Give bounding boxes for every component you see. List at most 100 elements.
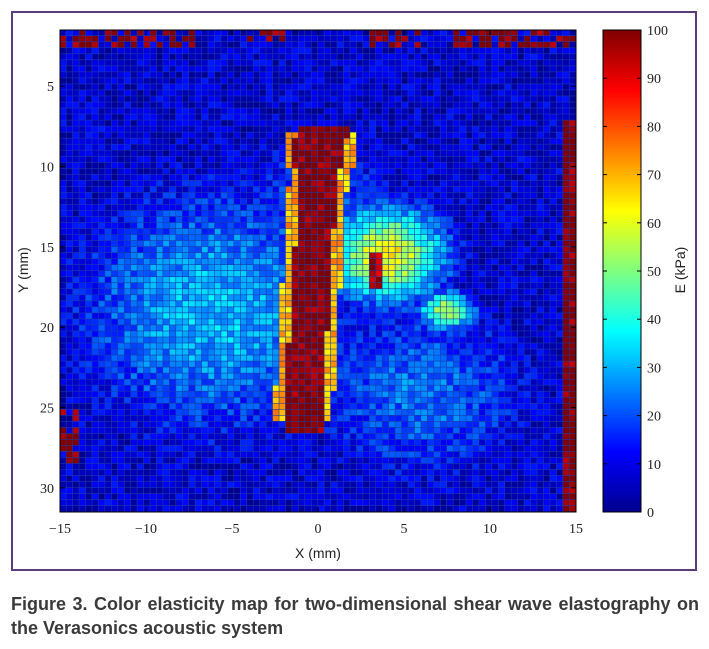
heatmap-cell — [440, 367, 447, 373]
heatmap-cell — [550, 114, 557, 120]
heatmap-cell — [337, 289, 344, 295]
heatmap-cell — [427, 54, 434, 60]
heatmap-cell — [376, 391, 382, 397]
heatmap-cell — [485, 385, 492, 391]
heatmap-cell — [363, 102, 369, 108]
heatmap-cell — [156, 403, 163, 409]
heatmap-cell — [324, 156, 331, 162]
heatmap-cell — [208, 222, 215, 229]
heatmap-cell — [569, 307, 576, 313]
heatmap-cell — [118, 301, 124, 307]
heatmap-cell — [118, 283, 124, 289]
heatmap-cell — [66, 30, 73, 36]
heatmap-cell — [234, 90, 240, 96]
heatmap-cell — [388, 295, 395, 301]
heatmap-cell — [92, 228, 99, 235]
heatmap-cell — [195, 234, 202, 241]
heatmap-cell — [318, 331, 324, 337]
heatmap-cell — [247, 271, 253, 277]
heatmap-cell — [498, 54, 505, 60]
heatmap-cell — [401, 289, 408, 295]
heatmap-cell — [408, 204, 415, 211]
heatmap-cell — [227, 204, 234, 211]
heatmap-cell — [189, 264, 195, 271]
heatmap-cell — [60, 120, 66, 126]
heatmap-cell — [124, 385, 131, 391]
heatmap-cell — [130, 126, 137, 132]
heatmap-cell — [318, 162, 324, 168]
heatmap-cell — [363, 337, 369, 343]
heatmap-cell — [524, 144, 531, 150]
heatmap-cell — [247, 361, 253, 367]
heatmap-cell — [195, 96, 202, 102]
heatmap-cell — [79, 307, 86, 313]
heatmap-cell — [92, 325, 99, 331]
heatmap-cell — [311, 331, 318, 337]
heatmap-cell — [459, 325, 466, 331]
heatmap-cell — [111, 216, 118, 223]
heatmap-cell — [408, 66, 415, 72]
heatmap-cell — [408, 313, 415, 319]
heatmap-cell — [182, 132, 189, 138]
heatmap-cell — [376, 66, 382, 72]
heatmap-cell — [240, 264, 247, 271]
heatmap-cell — [60, 216, 66, 223]
heatmap-cell — [60, 126, 66, 132]
heatmap-cell — [421, 307, 428, 313]
heatmap-cell — [124, 138, 131, 144]
heatmap-cell — [98, 252, 105, 259]
heatmap-cell — [376, 325, 382, 331]
heatmap-cell — [337, 397, 344, 403]
heatmap-cell — [324, 102, 331, 108]
heatmap-cell — [169, 204, 176, 211]
heatmap-cell — [511, 150, 518, 156]
heatmap-cell — [427, 277, 434, 283]
heatmap-cell — [556, 102, 563, 108]
heatmap-cell — [85, 373, 92, 379]
heatmap-cell — [337, 301, 344, 307]
heatmap-cell — [305, 186, 311, 193]
heatmap-cell — [72, 252, 79, 259]
heatmap-cell — [111, 343, 118, 349]
heatmap-cell — [85, 216, 92, 223]
heatmap-cell — [311, 36, 318, 42]
heatmap-cell — [414, 373, 421, 379]
heatmap-cell — [72, 283, 79, 289]
heatmap-cell — [169, 186, 176, 193]
heatmap-cell — [163, 337, 170, 343]
heatmap-cell — [279, 114, 286, 120]
heatmap-cell — [292, 192, 299, 199]
heatmap-cell — [421, 252, 428, 259]
heatmap-cell — [279, 222, 286, 229]
heatmap-cell — [563, 343, 569, 349]
heatmap-cell — [382, 36, 389, 42]
heatmap-cell — [189, 295, 195, 301]
heatmap-cell — [472, 102, 479, 108]
heatmap-cell — [550, 301, 557, 307]
heatmap-cell — [118, 72, 124, 78]
heatmap-cell — [150, 48, 157, 54]
heatmap-cell — [563, 186, 569, 193]
heatmap-cell — [105, 96, 111, 102]
heatmap-cell — [247, 96, 253, 102]
heatmap-cell — [253, 222, 260, 229]
heatmap-cell — [305, 343, 311, 349]
heatmap-cell — [124, 361, 131, 367]
heatmap-cell — [453, 126, 460, 132]
heatmap-cell — [124, 240, 131, 247]
heatmap-cell — [543, 60, 550, 66]
heatmap-cell — [311, 385, 318, 391]
heatmap-cell — [253, 379, 260, 385]
heatmap-cell — [163, 349, 170, 355]
heatmap-cell — [60, 397, 66, 403]
heatmap-cell — [395, 307, 402, 313]
heatmap-cell — [408, 168, 415, 175]
heatmap-cell — [505, 228, 511, 235]
heatmap-cell — [421, 277, 428, 283]
heatmap-cell — [169, 168, 176, 175]
heatmap-cell — [330, 373, 337, 379]
heatmap-cell — [537, 108, 544, 114]
heatmap-cell — [201, 264, 208, 271]
heatmap-cell — [537, 373, 544, 379]
heatmap-cell — [414, 343, 421, 349]
